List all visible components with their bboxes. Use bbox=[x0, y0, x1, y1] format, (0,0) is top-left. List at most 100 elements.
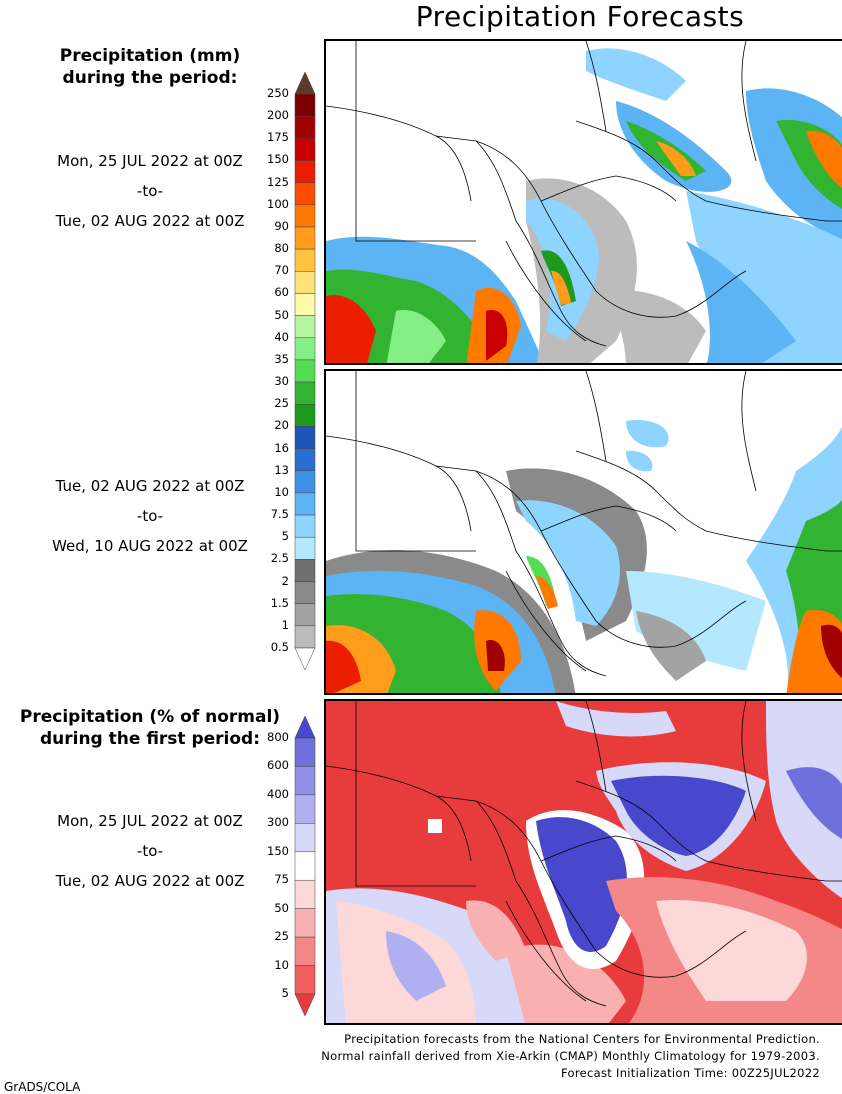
pct-normal-map bbox=[326, 701, 842, 1023]
colorbar-swatch bbox=[294, 470, 316, 494]
colorbar-swatch bbox=[294, 315, 316, 339]
colorbar-swatch bbox=[294, 514, 316, 538]
colorbar-label: 7.5 bbox=[270, 507, 289, 522]
colorbar-label: 175 bbox=[267, 130, 289, 145]
colorbar-swatch bbox=[294, 160, 316, 183]
period3-from: Mon, 25 JUL 2022 at 00Z bbox=[57, 812, 243, 830]
colorbar-label: 20 bbox=[274, 418, 289, 433]
page-title: Precipitation Forecasts bbox=[415, 0, 745, 33]
map-panel-pct-normal bbox=[324, 699, 842, 1025]
colorbar-label: 400 bbox=[267, 786, 289, 801]
colorbar-label: 150 bbox=[267, 152, 289, 167]
colorbar-swatch bbox=[294, 737, 316, 767]
colorbar-label: 50 bbox=[274, 307, 289, 322]
colorbar-swatch bbox=[294, 426, 316, 449]
colorbar-label: 10 bbox=[274, 484, 289, 499]
colorbar-label: 2.5 bbox=[270, 551, 289, 566]
colorbar-label: 200 bbox=[267, 108, 289, 123]
precip-map-period1 bbox=[326, 41, 842, 363]
colorbar-label: 35 bbox=[274, 351, 289, 366]
colorbar-swatch bbox=[294, 625, 316, 649]
colorbar-label: 150 bbox=[267, 843, 289, 858]
footer-line3: Forecast Initialization Time: 00Z25JUL20… bbox=[560, 1066, 820, 1080]
colorbar-label: 16 bbox=[274, 440, 289, 455]
colorbar-swatch bbox=[294, 293, 316, 316]
colorbar-swatch bbox=[294, 403, 316, 427]
colorbar-swatch bbox=[294, 204, 316, 228]
colorbar-swatch bbox=[294, 138, 316, 161]
colorbar-label: 75 bbox=[274, 872, 289, 887]
precip-pct-heading: Precipitation (% of normal) during the f… bbox=[0, 706, 300, 750]
colorbar-swatch bbox=[294, 936, 316, 966]
colorbar-swatch bbox=[294, 93, 316, 117]
colorbar-swatch bbox=[294, 492, 316, 516]
precip-mm-heading-line1: Precipitation (mm) bbox=[59, 46, 241, 66]
colorbar-label: 300 bbox=[267, 815, 289, 830]
colorbar-bottom-arrow bbox=[294, 647, 316, 670]
precip-pct-colorbar bbox=[294, 716, 316, 1016]
colorbar-label: 13 bbox=[274, 462, 289, 477]
colorbar-swatch bbox=[294, 359, 316, 383]
colorbar-label: 10 bbox=[274, 957, 289, 972]
colorbar-swatch bbox=[294, 559, 316, 582]
colorbar-label: 5 bbox=[281, 529, 289, 544]
colorbar-swatch bbox=[294, 766, 316, 796]
colorbar-label: 125 bbox=[267, 174, 289, 189]
colorbar-label: 25 bbox=[274, 929, 289, 944]
period2-sep: -to- bbox=[136, 507, 164, 525]
colorbar-swatch bbox=[294, 337, 316, 361]
precip-mm-colorbar bbox=[294, 72, 316, 670]
colorbar-swatch bbox=[294, 248, 316, 272]
colorbar-swatch bbox=[294, 965, 316, 995]
colorbar-label: 1.5 bbox=[270, 595, 289, 610]
colorbar-swatch bbox=[294, 115, 316, 139]
colorbar-label: 50 bbox=[274, 900, 289, 915]
colorbar-label: 40 bbox=[274, 329, 289, 344]
colorbar-swatch bbox=[294, 823, 316, 853]
colorbar-swatch bbox=[294, 603, 316, 627]
period2-from: Tue, 02 AUG 2022 at 00Z bbox=[55, 477, 245, 495]
precip-pct-heading-line2: during the first period: bbox=[39, 729, 261, 749]
colorbar-label: 0.5 bbox=[270, 640, 289, 654]
colorbar-label: 70 bbox=[274, 263, 289, 278]
footer-line2: Normal rainfall derived from Xie-Arkin (… bbox=[321, 1049, 820, 1063]
colorbar-label: 250 bbox=[267, 86, 289, 100]
colorbar-top-arrow bbox=[294, 716, 316, 739]
colorbar-swatch bbox=[294, 908, 316, 938]
period1-to: Tue, 02 AUG 2022 at 00Z bbox=[55, 212, 245, 230]
period3-sep: -to- bbox=[136, 842, 164, 860]
period2-to: Wed, 10 AUG 2022 at 00Z bbox=[52, 537, 248, 555]
precip-pct-heading-line1: Precipitation (% of normal) bbox=[19, 707, 281, 727]
colorbar-label: 600 bbox=[267, 758, 289, 773]
precip-mm-heading-line2: during the period: bbox=[62, 68, 238, 88]
colorbar-swatch bbox=[294, 182, 316, 206]
colorbar-label: 60 bbox=[274, 285, 289, 300]
colorbar-swatch bbox=[294, 879, 316, 909]
colorbar-swatch bbox=[294, 381, 316, 405]
precip-map-period2 bbox=[326, 371, 842, 693]
map-panel-period2 bbox=[324, 369, 842, 695]
colorbar-label: 30 bbox=[274, 374, 289, 389]
colorbar-top-arrow bbox=[294, 72, 316, 95]
grads-credit: GrADS/COLA bbox=[4, 1080, 81, 1094]
period1-sep: -to- bbox=[136, 182, 164, 200]
colorbar-label: 100 bbox=[267, 196, 289, 211]
colorbar-label: 90 bbox=[274, 218, 289, 233]
colorbar-label: 25 bbox=[274, 396, 289, 411]
colorbar-label: 1 bbox=[281, 617, 289, 632]
colorbar-swatch bbox=[294, 581, 316, 604]
colorbar-bottom-arrow bbox=[294, 993, 316, 1016]
colorbar-swatch bbox=[294, 536, 316, 560]
footer-line1: Precipitation forecasts from the Nationa… bbox=[344, 1032, 820, 1046]
colorbar-swatch bbox=[294, 226, 316, 250]
colorbar-swatch bbox=[294, 851, 316, 881]
map-panel-period1 bbox=[324, 39, 842, 365]
precip-mm-heading: Precipitation (mm) during the period: bbox=[0, 45, 300, 89]
colorbar-swatch bbox=[294, 448, 316, 471]
period3-to: Tue, 02 AUG 2022 at 00Z bbox=[55, 872, 245, 890]
colorbar-label: 2 bbox=[281, 573, 289, 588]
colorbar-swatch bbox=[294, 271, 316, 294]
colorbar-label: 800 bbox=[267, 730, 289, 744]
colorbar-label: 5 bbox=[281, 986, 289, 1000]
colorbar-label: 80 bbox=[274, 241, 289, 256]
